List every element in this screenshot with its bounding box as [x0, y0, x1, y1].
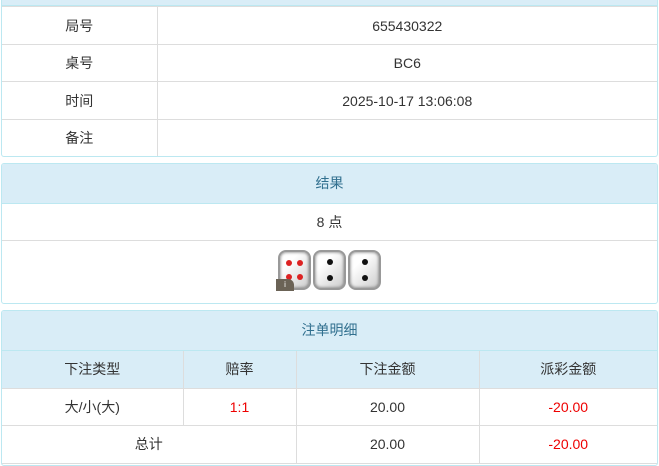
die-pip [285, 259, 292, 266]
result-title: 结果 [2, 164, 657, 204]
label: 局号 [2, 6, 158, 45]
bet-row: 大/小(大) 1:1 20.00 -20.00 [2, 387, 657, 426]
bet-amount: 20.00 [295, 387, 480, 426]
total-payout: -20.00 [478, 424, 657, 464]
time-value: 2025-10-17 13:06:08 [156, 81, 657, 120]
round-number: 655430322 [156, 6, 657, 45]
total-label: 总计 [2, 424, 297, 464]
header-amount: 下注金额 [295, 351, 480, 389]
odds: 1:1 [182, 387, 297, 426]
label: 桌号 [2, 44, 158, 82]
die-2-icon [313, 250, 346, 290]
bet-type: 大/小(大) [2, 387, 184, 426]
info-row-remark: 备注 [2, 119, 657, 156]
info-row-round: 局号 655430322 [2, 6, 657, 45]
header-payout: 派彩金额 [478, 351, 657, 389]
bet-table: 下注类型 赔率 下注金额 派彩金额 大/小(大) 1:1 20.00 -20.0… [2, 351, 657, 464]
bet-details-title: 注单明细 [2, 311, 657, 351]
dice-row: i [2, 241, 657, 303]
info-panel: 局号 655430322 桌号 BC6 时间 2025-10-17 13:06:08 … [1, 0, 658, 157]
die-pip [297, 259, 304, 266]
header-odds: 赔率 [182, 351, 297, 389]
bet-details-panel: 注单明细 下注类型 赔率 下注金额 派彩金额 大/小(大) 1:1 20.00 … [1, 310, 658, 466]
info-badge-icon[interactable]: i [276, 279, 294, 291]
info-row-table: 桌号 BC6 [2, 44, 657, 82]
die-4-icon: i [276, 250, 311, 291]
total-row: 总计 20.00 -20.00 [2, 424, 657, 464]
payout: -20.00 [478, 387, 657, 426]
info-table: 局号 655430322 桌号 BC6 时间 2025-10-17 13:06:08 … [2, 6, 657, 156]
total-amount: 20.00 [295, 424, 480, 464]
info-row-time: 时间 2025-10-17 13:06:08 [2, 81, 657, 120]
label: 备注 [2, 119, 158, 156]
bet-header-row: 下注类型 赔率 下注金额 派彩金额 [2, 351, 657, 389]
header-bet-type: 下注类型 [2, 351, 184, 389]
label: 时间 [2, 81, 158, 120]
die-pip [297, 274, 304, 281]
die-2-icon [348, 250, 381, 290]
die-pip [285, 274, 292, 281]
result-panel: 结果 8 点 i [1, 163, 658, 304]
remark-value [156, 119, 657, 156]
die-pip [326, 259, 333, 266]
result-points: 8 点 [2, 204, 657, 241]
die-pip [361, 274, 368, 281]
die-pip [361, 259, 368, 266]
table-number: BC6 [156, 44, 657, 82]
die-pip [326, 274, 333, 281]
